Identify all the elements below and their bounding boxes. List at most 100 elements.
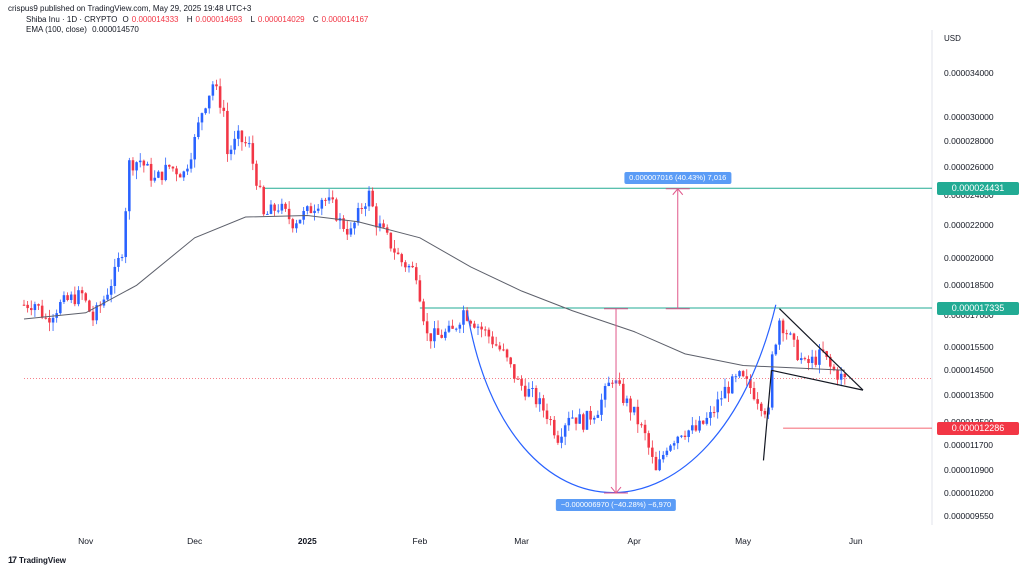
- candle: [200, 112, 204, 131]
- price-tick-label: 0.000018500: [944, 280, 994, 291]
- measure-up-label: 0.000007016 (40.43%) 7,016: [624, 171, 732, 184]
- candle: [473, 320, 476, 329]
- candle: [378, 215, 382, 232]
- candle: [505, 348, 509, 362]
- candle: [349, 222, 353, 237]
- candle: [629, 395, 632, 421]
- candle: [549, 416, 552, 426]
- time-tick-label: Feb: [412, 536, 428, 546]
- candle: [745, 369, 749, 386]
- candle: [204, 107, 207, 115]
- candle: [364, 202, 367, 217]
- price-tick-label: 0.000028000: [944, 135, 994, 146]
- candle: [444, 328, 447, 341]
- candle: [781, 318, 785, 342]
- candle: [371, 187, 374, 208]
- candle: [770, 351, 774, 411]
- candle: [509, 356, 512, 368]
- candle: [469, 319, 473, 327]
- candle: [226, 102, 229, 162]
- candle: [654, 451, 658, 471]
- candle: [247, 136, 251, 148]
- candle: [393, 240, 396, 260]
- candle: [244, 136, 247, 147]
- candle: [669, 444, 672, 453]
- candle: [160, 171, 164, 185]
- candle: [723, 378, 727, 399]
- time-tick-label: 2025: [297, 536, 317, 546]
- candle: [603, 383, 607, 408]
- candle: [705, 412, 709, 426]
- candle: [582, 412, 585, 433]
- candle: [215, 79, 218, 90]
- time-tick-label: Dec: [187, 536, 203, 546]
- candle: [218, 78, 222, 114]
- candle: [756, 392, 759, 410]
- candle: [280, 198, 284, 215]
- candle: [658, 450, 661, 472]
- candle: [69, 291, 73, 304]
- price-tick-label: 0.000015500: [944, 342, 994, 353]
- price-tick-label: 0.000010200: [944, 488, 994, 499]
- candle: [146, 161, 149, 166]
- candle: [149, 157, 153, 187]
- candle: [62, 291, 66, 305]
- candle: [345, 221, 349, 240]
- candle: [553, 416, 556, 439]
- candle: [367, 186, 371, 212]
- candle: [578, 408, 581, 424]
- currency-label: USD: [944, 34, 961, 43]
- candle: [429, 333, 433, 349]
- pennant-lower-line: [771, 369, 864, 391]
- candle: [709, 405, 712, 426]
- candle: [810, 349, 814, 370]
- candle: [672, 440, 676, 450]
- candle: [622, 377, 625, 406]
- symbol-title: Shiba Inu · 1D · CRYPTO: [26, 15, 118, 24]
- candle: [523, 378, 527, 401]
- candle: [538, 392, 542, 412]
- candle: [342, 215, 345, 232]
- candle: [258, 180, 262, 189]
- candle: [73, 286, 77, 307]
- candle: [99, 301, 102, 313]
- candle: [480, 322, 483, 338]
- candle: [738, 370, 741, 379]
- candle: [785, 329, 788, 340]
- candle: [418, 274, 422, 303]
- price-tick-label: 0.000017000: [944, 309, 994, 320]
- candle: [516, 376, 520, 380]
- ema-100-line: [23, 214, 845, 371]
- candle: [51, 313, 55, 331]
- candle: [222, 99, 226, 117]
- candle: [207, 95, 211, 114]
- candle: [26, 301, 29, 313]
- candle: [400, 252, 403, 267]
- candle: [661, 451, 665, 463]
- candle: [240, 129, 244, 151]
- candle: [676, 435, 680, 450]
- candle: [712, 406, 716, 418]
- candle: [643, 419, 647, 441]
- candle: [327, 189, 331, 204]
- candle: [291, 217, 295, 233]
- candle: [178, 172, 182, 178]
- candle: [80, 286, 84, 300]
- candle: [513, 364, 516, 383]
- candle: [694, 419, 698, 432]
- price-tick-label: 0.000022000: [944, 219, 994, 230]
- published-caption: crispus9 published on TradingView.com, M…: [8, 4, 252, 13]
- candle: [763, 408, 767, 419]
- candle: [33, 301, 37, 317]
- candle: [255, 160, 258, 190]
- candle: [451, 319, 454, 329]
- time-tick-label: Nov: [78, 536, 94, 546]
- candle: [320, 197, 324, 216]
- tradingview-logo[interactable]: 17 TradingView: [8, 555, 66, 565]
- candle: [647, 430, 650, 455]
- candle: [792, 332, 796, 347]
- candle: [592, 415, 596, 424]
- candle: [22, 299, 26, 306]
- candle: [309, 202, 313, 214]
